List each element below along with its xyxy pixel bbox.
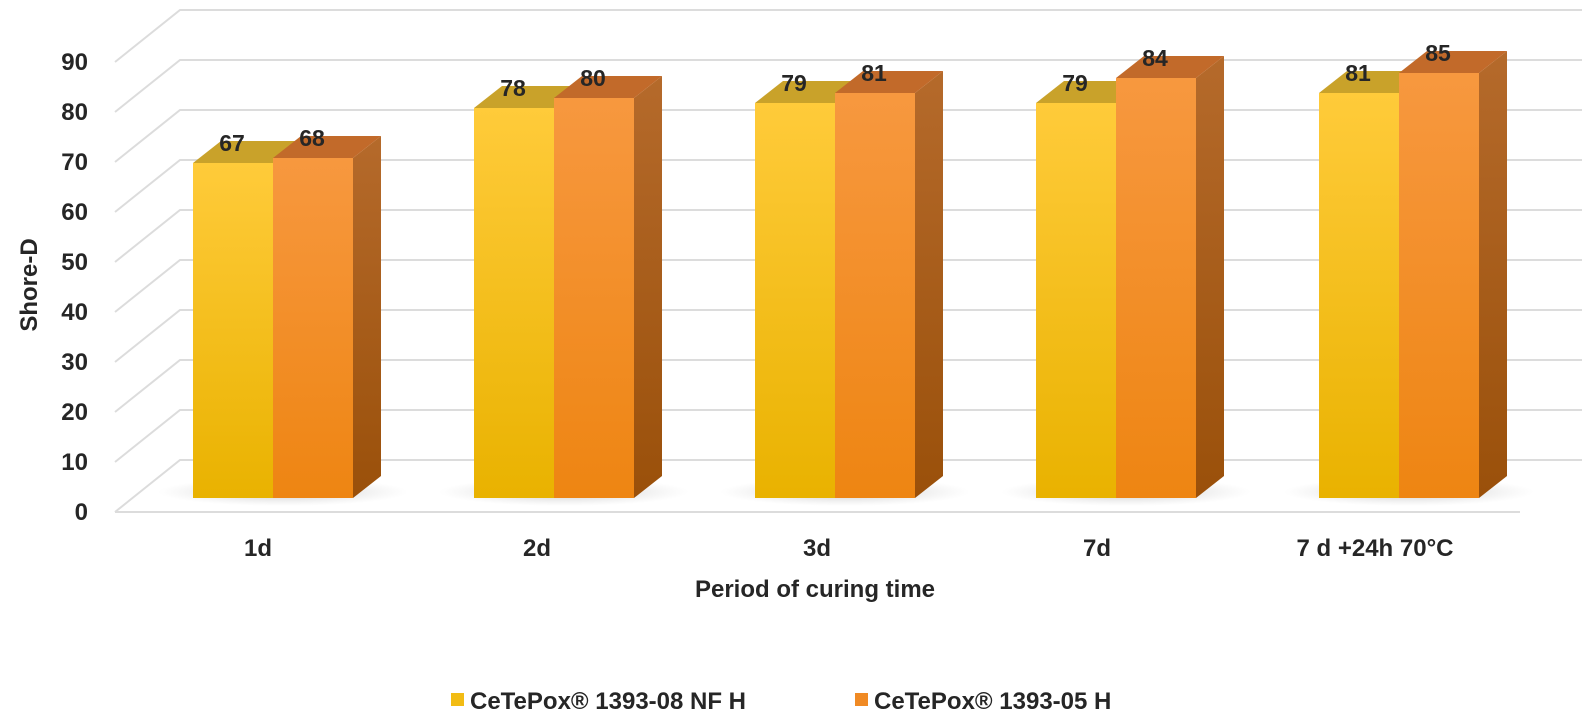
y-tick-label: 30	[61, 349, 88, 376]
y-tick-label: 90	[61, 49, 88, 76]
gridlines	[114, 9, 1582, 513]
y-axis-title: Shore-D	[16, 238, 43, 331]
data-label: 80	[580, 65, 606, 91]
y-tick-label: 70	[61, 149, 88, 176]
bar	[835, 93, 915, 498]
bar	[554, 98, 634, 498]
legend: CeTePox® 1393-08 NF H CeTePox® 1393-05 H	[451, 688, 1111, 715]
data-label: 84	[1142, 45, 1168, 71]
bar-side	[353, 136, 381, 498]
bar	[1399, 73, 1479, 498]
bar-top	[273, 136, 381, 158]
bar-top	[835, 71, 943, 93]
data-label: 85	[1425, 40, 1451, 66]
legend-label-series-1: CeTePox® 1393-08 NF H	[470, 688, 746, 715]
gridline	[114, 9, 1582, 63]
data-labels: 67 68 78 80 79 81 79 84 81 85	[219, 40, 1451, 156]
bar-top	[1116, 56, 1224, 78]
legend-swatch-series-2	[855, 693, 868, 706]
y-tick-label: 80	[61, 99, 88, 126]
data-label: 81	[1345, 60, 1371, 86]
x-tick-label: 7 d +24h 70°C	[1296, 535, 1453, 562]
bars	[193, 51, 1507, 498]
bar	[474, 108, 554, 498]
x-tick-label: 7d	[1083, 535, 1111, 562]
bar	[1036, 103, 1116, 498]
bar-side	[1196, 56, 1224, 498]
x-tick-label: 1d	[244, 535, 272, 562]
data-label: 68	[299, 125, 325, 151]
y-tick-label: 60	[61, 199, 88, 226]
data-label: 79	[1062, 70, 1088, 96]
data-label: 79	[781, 70, 807, 96]
y-tick-label: 50	[61, 249, 88, 276]
gridline	[114, 59, 1582, 113]
bar-side	[634, 76, 662, 498]
legend-swatch-series-1	[451, 693, 464, 706]
y-tick-label: 0	[75, 499, 88, 526]
y-tick-label: 10	[61, 449, 88, 476]
bar	[1116, 78, 1196, 498]
y-axis-ticks: 0 10 20 30 40 50 60 70 80 90	[61, 49, 88, 526]
legend-label-series-2: CeTePox® 1393-05 H	[874, 688, 1111, 715]
x-tick-label: 3d	[803, 535, 831, 562]
data-label: 78	[500, 75, 526, 101]
bar	[193, 163, 273, 498]
x-axis-title: Period of curing time	[695, 576, 935, 603]
y-tick-label: 20	[61, 399, 88, 426]
y-tick-label: 40	[61, 299, 88, 326]
x-tick-label: 2d	[523, 535, 551, 562]
bar-top	[1399, 51, 1507, 73]
data-label: 81	[861, 60, 887, 86]
bar	[273, 158, 353, 498]
bar-side	[1479, 51, 1507, 498]
bar	[755, 103, 835, 498]
bar-side	[915, 71, 943, 498]
bar-top	[554, 76, 662, 98]
data-label: 67	[219, 130, 245, 156]
x-axis-ticks: 1d 2d 3d 7d 7 d +24h 70°C	[244, 535, 1454, 562]
bar	[1319, 93, 1399, 498]
